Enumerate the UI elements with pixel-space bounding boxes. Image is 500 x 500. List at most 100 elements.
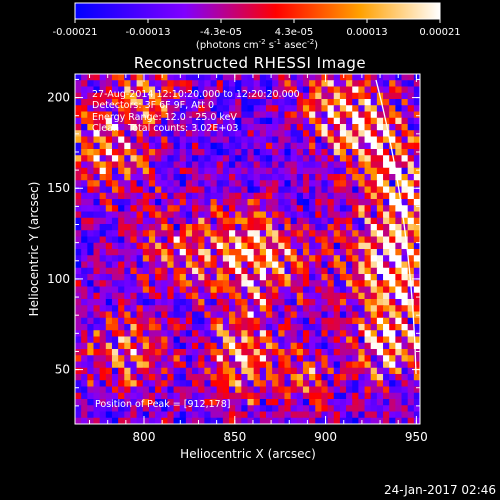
heatmap-cell — [265, 286, 273, 294]
heatmap-cell — [105, 361, 113, 369]
heatmap-cell — [136, 261, 144, 269]
heatmap-cell — [229, 292, 236, 300]
heatmap-cell — [407, 399, 415, 406]
heatmap-cell — [302, 255, 310, 263]
heatmap-cell — [284, 111, 292, 119]
heatmap-cell — [192, 124, 199, 131]
heatmap-cell — [118, 386, 125, 394]
heatmap-cell — [161, 380, 169, 388]
heatmap-cell — [130, 86, 138, 94]
heatmap-cell — [222, 342, 230, 350]
heatmap-cell — [296, 174, 304, 181]
heatmap-cell — [383, 80, 390, 88]
heatmap-cell — [339, 192, 347, 200]
heatmap-cell — [161, 305, 169, 313]
heatmap-cell — [253, 111, 261, 119]
heatmap-cell — [241, 311, 249, 319]
heatmap-cell — [272, 80, 279, 88]
heatmap-cell — [315, 117, 323, 125]
heatmap-cell — [259, 211, 267, 219]
heatmap-cell — [278, 305, 286, 313]
heatmap-cell — [204, 180, 212, 188]
heatmap-cell — [136, 105, 144, 113]
heatmap-cell — [265, 417, 273, 424]
heatmap-cell — [383, 374, 390, 381]
heatmap-cell — [321, 130, 329, 138]
heatmap-cell — [302, 405, 310, 413]
heatmap-cell — [407, 242, 415, 250]
heatmap-cell — [376, 336, 384, 344]
heatmap-cell — [130, 249, 138, 256]
heatmap-cell — [179, 149, 187, 156]
heatmap-cell — [198, 417, 205, 424]
heatmap-cell — [309, 292, 316, 300]
heatmap-cell — [124, 367, 132, 375]
heatmap-cell — [253, 167, 261, 175]
heatmap-cell — [370, 299, 378, 306]
heatmap-cell — [339, 224, 347, 231]
heatmap-cell — [87, 317, 95, 325]
heatmap-cell — [185, 249, 193, 256]
heatmap-cell — [111, 105, 119, 113]
heatmap-cell — [111, 130, 119, 138]
heatmap-cell — [124, 217, 132, 225]
heatmap-cell — [370, 330, 378, 338]
heatmap-cell — [302, 267, 310, 275]
heatmap-cell — [87, 336, 95, 344]
heatmap-cell — [124, 280, 132, 288]
heatmap-cell — [99, 249, 107, 256]
heatmap-cell — [278, 180, 286, 188]
heatmap-cell — [401, 174, 409, 181]
heatmap-cell — [161, 80, 169, 88]
heatmap-cell — [111, 267, 119, 275]
heatmap-cell — [216, 255, 224, 263]
heatmap-cell — [75, 355, 82, 363]
heatmap-cell — [278, 274, 286, 281]
heatmap-cell — [259, 342, 267, 350]
heatmap-cell — [105, 186, 113, 194]
heatmap-cell — [315, 280, 323, 288]
heatmap-cell — [401, 386, 409, 394]
heatmap-cell — [118, 286, 125, 294]
heatmap-cell — [383, 399, 390, 406]
heatmap-cell — [253, 236, 261, 244]
heatmap-cell — [229, 99, 236, 106]
heatmap-cell — [161, 292, 169, 300]
heatmap-cell — [210, 305, 218, 313]
heatmap-cell — [216, 99, 224, 106]
heatmap-cell — [413, 336, 420, 344]
heatmap-cell — [142, 136, 150, 144]
heatmap-cell — [358, 380, 366, 388]
heatmap-cell — [259, 274, 267, 281]
heatmap-cell — [247, 155, 255, 163]
heatmap-cell — [352, 217, 359, 225]
heatmap-cell — [315, 330, 323, 338]
heatmap-cell — [296, 205, 304, 213]
heatmap-cell — [204, 292, 212, 300]
heatmap-cell — [290, 242, 298, 250]
colorbar-tick-label: -0.00013 — [126, 27, 171, 38]
heatmap-cell — [210, 336, 218, 344]
heatmap-cell — [179, 211, 187, 219]
heatmap-cell — [198, 305, 205, 313]
heatmap-cell — [247, 92, 255, 100]
heatmap-cell — [395, 255, 403, 263]
heatmap-cell — [185, 417, 193, 424]
heatmap-cell — [290, 105, 298, 113]
heatmap-cell — [81, 280, 88, 288]
heatmap-cell — [253, 274, 261, 281]
heatmap-cell — [192, 392, 199, 400]
heatmap-cell — [124, 199, 132, 206]
heatmap-cell — [364, 361, 372, 369]
heatmap-cell — [142, 305, 150, 313]
heatmap-cell — [290, 342, 298, 350]
heatmap-cell — [272, 199, 279, 206]
heatmap-cell — [247, 242, 255, 250]
heatmap-cell — [370, 211, 378, 219]
heatmap-cell — [192, 292, 199, 300]
heatmap-cell — [272, 374, 279, 381]
heatmap-cell — [364, 180, 372, 188]
heatmap-cell — [352, 142, 359, 150]
heatmap-cell — [155, 411, 162, 419]
heatmap-cell — [413, 142, 420, 150]
